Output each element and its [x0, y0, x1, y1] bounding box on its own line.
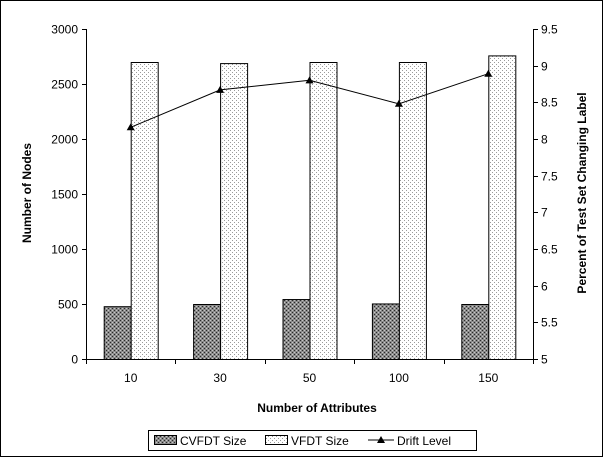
- y-tick-label: 1000: [51, 243, 78, 257]
- legend-swatch-vfdt: [266, 436, 288, 445]
- bar-cvfdt-size-10: [104, 307, 131, 360]
- y2-tick-label: 8.5: [541, 96, 558, 110]
- y-tick-label: 500: [58, 298, 78, 312]
- y-tick-label: 0: [71, 353, 78, 367]
- y-tick-label: 2500: [51, 78, 78, 92]
- bar-vfdt-size-50: [310, 63, 337, 360]
- y2-tick-label: 6: [541, 280, 548, 294]
- legend: CVFDT Size VFDT Size Drift Level: [149, 431, 477, 451]
- y2-tick-label: 7: [541, 206, 548, 220]
- bar-vfdt-size-150: [489, 56, 516, 360]
- legend-label-drift: Drift Level: [397, 434, 451, 448]
- y2-tick-label: 5: [541, 353, 548, 367]
- y-tick-label: 2000: [51, 133, 78, 147]
- bar-cvfdt-size-50: [283, 300, 310, 360]
- bar-cvfdt-size-100: [372, 304, 399, 360]
- y-tick-label: 1500: [51, 188, 78, 202]
- y2-tick-label: 9: [541, 60, 548, 74]
- y2-tick-label: 5.5: [541, 316, 558, 330]
- y2-tick-label: 8: [541, 133, 548, 147]
- y2-tick-label: 9.5: [541, 23, 558, 37]
- legend-label-cvfdt: CVFDT Size: [180, 434, 247, 448]
- legend-swatch-cvfdt: [155, 436, 177, 445]
- y2-tick-label: 7.5: [541, 170, 558, 184]
- legend-label-vfdt: VFDT Size: [291, 434, 349, 448]
- bar-cvfdt-size-150: [462, 305, 489, 360]
- y-axis-title: Number of Nodes: [20, 143, 34, 243]
- y2-tick-label: 6.5: [541, 243, 558, 257]
- y-tick-label: 3000: [51, 23, 78, 37]
- bar-cvfdt-size-30: [194, 305, 221, 360]
- x-tick-label: 30: [213, 371, 227, 385]
- bar-vfdt-size-30: [221, 64, 248, 360]
- x-tick-label: 10: [124, 371, 138, 385]
- x-tick-label: 150: [478, 371, 498, 385]
- bar-vfdt-size-10: [131, 63, 158, 360]
- x-tick-label: 100: [389, 371, 409, 385]
- y2-axis-title: Percent of Test Set Changing Label: [575, 92, 589, 293]
- bar-vfdt-size-100: [399, 63, 426, 360]
- x-axis-title: Number of Attributes: [257, 401, 377, 415]
- x-tick-label: 50: [303, 371, 317, 385]
